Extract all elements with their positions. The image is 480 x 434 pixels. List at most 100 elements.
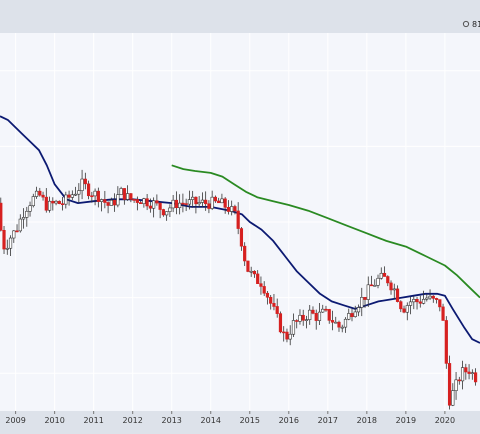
candle-up xyxy=(360,297,364,308)
candle-up xyxy=(8,237,13,249)
candle-down xyxy=(275,306,279,314)
candle-up xyxy=(191,196,195,200)
candle-down xyxy=(129,193,133,200)
candle-up xyxy=(321,308,325,313)
candle-down xyxy=(233,206,237,212)
candle-down xyxy=(60,203,65,206)
candle-up xyxy=(373,284,377,287)
candle-down xyxy=(243,245,247,262)
candle-down xyxy=(382,272,387,277)
candle-down xyxy=(464,367,468,373)
candle-down xyxy=(395,288,400,302)
candle-up xyxy=(178,202,182,208)
candle-down xyxy=(174,199,178,208)
candle-down xyxy=(467,371,471,374)
candle-down xyxy=(122,188,126,200)
candle-down xyxy=(44,196,48,211)
candle-down xyxy=(184,203,188,205)
candle-down xyxy=(350,313,354,317)
candle-up xyxy=(73,193,78,196)
candle-up xyxy=(308,309,312,320)
candle-down xyxy=(431,295,435,299)
candle-down xyxy=(2,230,6,250)
moving-average-short-line xyxy=(0,115,480,344)
candle-up xyxy=(18,218,22,232)
candle-up xyxy=(412,298,416,303)
moving-average-long-line xyxy=(171,164,480,299)
candle-up xyxy=(25,210,29,218)
candle-up xyxy=(376,277,380,286)
candle-down xyxy=(145,198,149,207)
candle-down xyxy=(301,314,305,321)
candle-up xyxy=(366,284,370,300)
info-icon[interactable] xyxy=(462,20,470,28)
candle-up xyxy=(187,199,191,205)
candle-up xyxy=(356,307,361,313)
x-tick-label: 2011 xyxy=(83,416,103,425)
candle-up xyxy=(460,367,465,382)
candle-down xyxy=(207,203,211,209)
candle-down xyxy=(262,286,266,294)
candle-down xyxy=(272,303,276,307)
candle-down xyxy=(106,202,110,206)
candle-down xyxy=(327,309,331,321)
candle-down xyxy=(252,270,257,275)
candle-down xyxy=(181,202,185,205)
candle-up xyxy=(64,194,68,205)
candle-down xyxy=(217,200,221,204)
candle-up xyxy=(54,200,58,204)
candle-down xyxy=(457,379,461,382)
candle-down xyxy=(389,282,393,291)
candle-down xyxy=(226,207,231,212)
candle-up xyxy=(334,321,338,324)
candle-down xyxy=(158,202,162,210)
candle-up xyxy=(119,188,123,195)
candle-up xyxy=(210,196,214,209)
candle-up xyxy=(343,318,348,328)
header-label: 81 xyxy=(472,20,480,29)
candle-down xyxy=(41,194,45,198)
x-tick-label: 2015 xyxy=(240,416,260,425)
candle-up xyxy=(288,333,292,340)
candle-down xyxy=(363,297,367,300)
candle-down xyxy=(259,283,263,287)
candle-down xyxy=(386,276,390,284)
candle-down xyxy=(324,308,328,311)
x-tick-label: 2019 xyxy=(396,416,416,425)
candle-down xyxy=(314,313,318,321)
candle-up xyxy=(304,319,309,321)
candle-down xyxy=(213,196,218,202)
candle-up xyxy=(5,247,9,250)
candle-down xyxy=(155,200,159,204)
candle-down xyxy=(473,372,478,383)
candle-up xyxy=(340,326,344,329)
candle-down xyxy=(96,190,100,202)
candle-down xyxy=(402,308,406,313)
candle-up xyxy=(428,295,432,299)
candle-up xyxy=(470,372,474,374)
candle-up xyxy=(142,198,146,205)
candle-up xyxy=(298,314,302,322)
candle-down xyxy=(148,205,152,209)
x-tick-label: 2009 xyxy=(5,416,25,425)
candle-up xyxy=(12,230,16,239)
candle-down xyxy=(204,199,208,205)
candle-down xyxy=(239,228,244,247)
candle-down xyxy=(83,178,87,185)
candle-up xyxy=(93,190,97,197)
candle-up xyxy=(80,178,84,191)
candle-down xyxy=(38,190,42,196)
moving-average-lines xyxy=(0,115,480,344)
candle-down xyxy=(139,202,143,205)
x-tick-label: 2014 xyxy=(201,416,221,425)
candle-down xyxy=(132,199,136,201)
candle-down xyxy=(438,299,442,308)
candle-up xyxy=(70,194,74,198)
candle-down xyxy=(236,210,240,229)
candle-down xyxy=(311,309,315,314)
candle-down xyxy=(418,301,422,304)
candle-up xyxy=(99,199,104,202)
candle-up xyxy=(31,196,35,207)
candle-up xyxy=(220,198,224,204)
